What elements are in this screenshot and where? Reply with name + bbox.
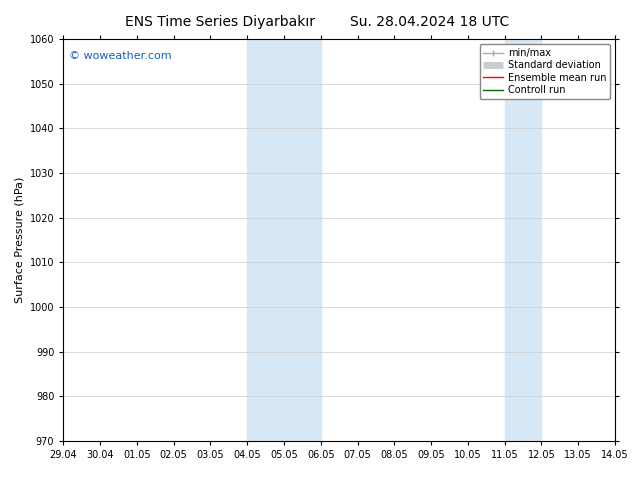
Y-axis label: Surface Pressure (hPa): Surface Pressure (hPa): [14, 177, 24, 303]
Text: ENS Time Series Diyarbakır        Su. 28.04.2024 18 UTC: ENS Time Series Diyarbakır Su. 28.04.202…: [125, 15, 509, 29]
Bar: [505, 39, 541, 441]
Text: © woweather.com: © woweather.com: [69, 51, 172, 61]
Bar: [247, 39, 321, 441]
Legend: min/max, Standard deviation, Ensemble mean run, Controll run: min/max, Standard deviation, Ensemble me…: [479, 44, 610, 99]
